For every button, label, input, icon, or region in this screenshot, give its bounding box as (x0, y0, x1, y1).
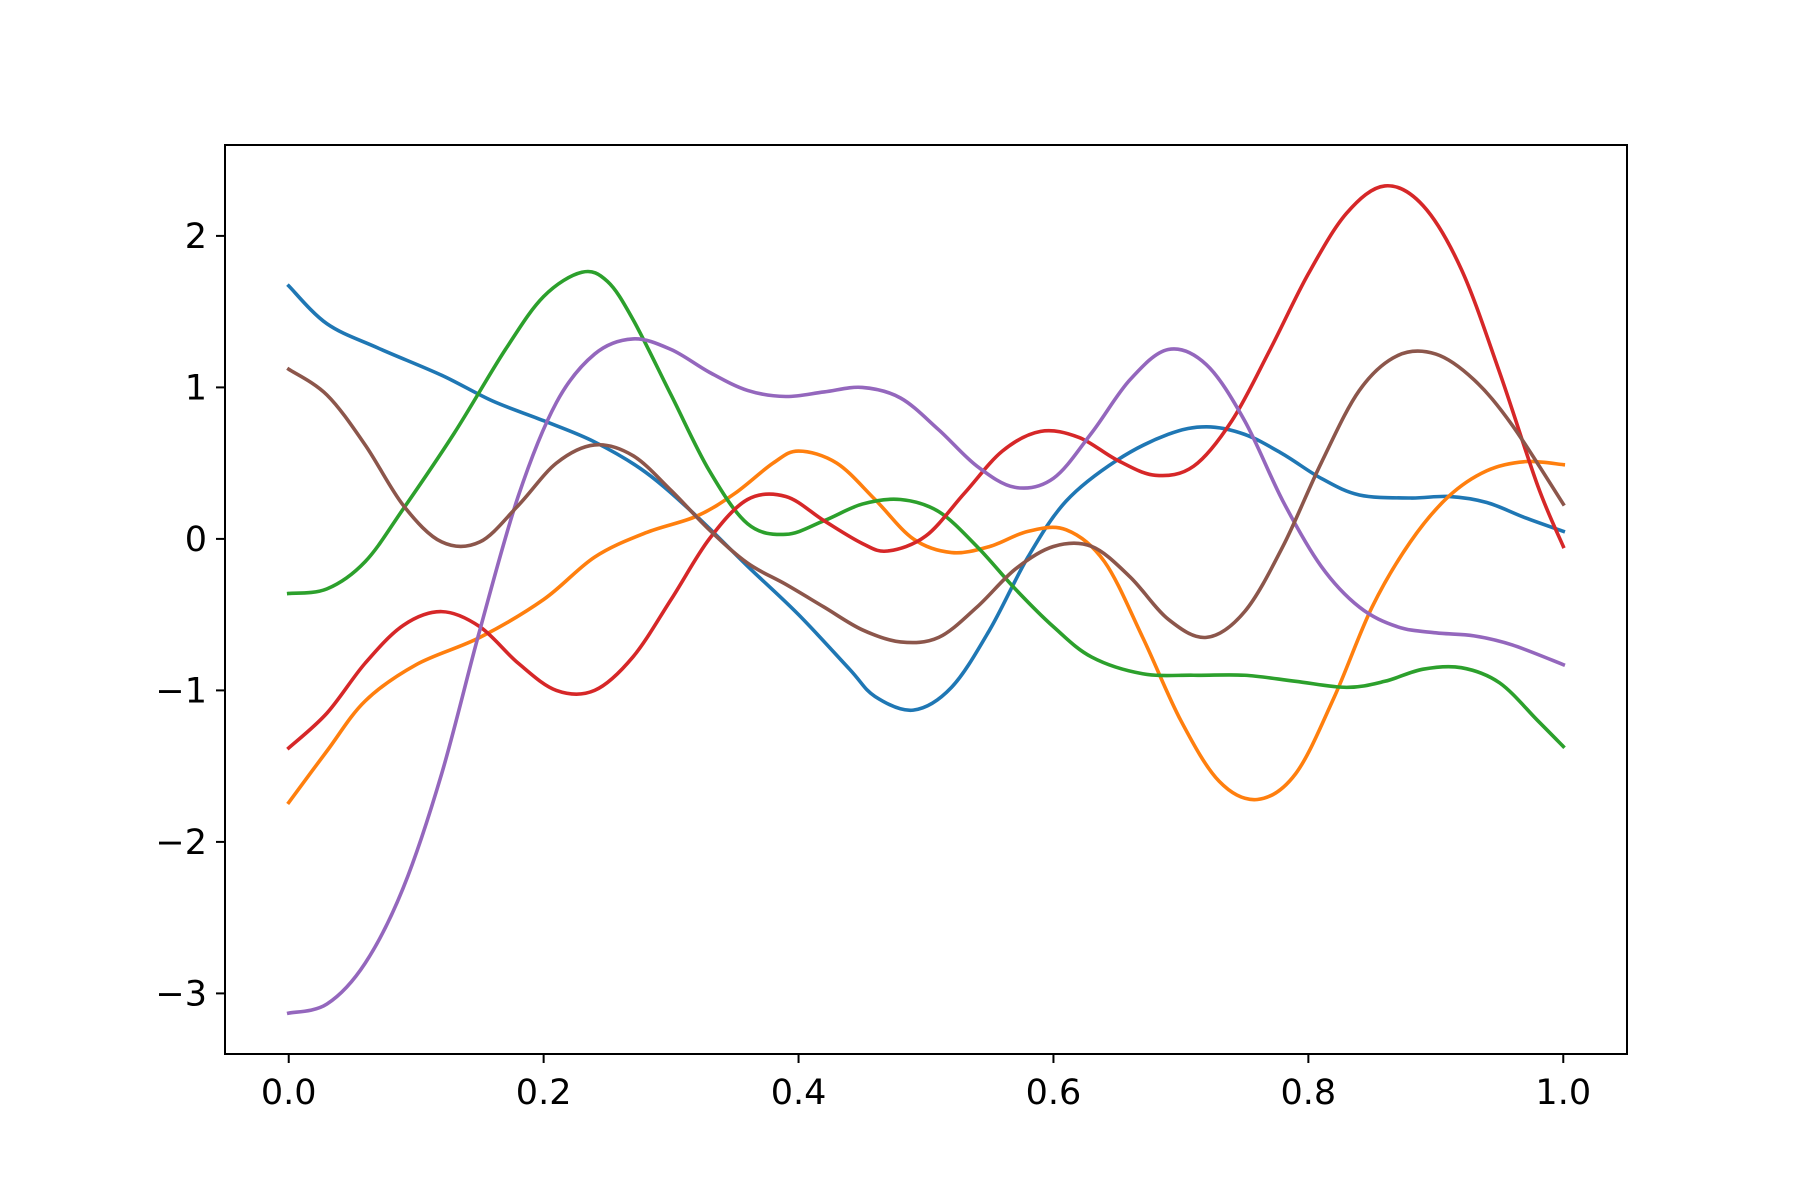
y-tick-label: −2 (155, 823, 207, 863)
series-line-3 (286, 269, 1566, 750)
x-tick-label: 0.0 (261, 1073, 317, 1113)
y-axis: −3 −2 −1 0 1 2 (155, 217, 225, 1014)
series-line-4 (286, 184, 1566, 751)
plot-area-frame (224, 144, 1628, 1055)
y-tick-label: 1 (185, 368, 207, 408)
series-line-1 (286, 283, 1566, 713)
y-tick-label: 0 (185, 520, 207, 560)
y-tick-label: 2 (185, 217, 207, 257)
series-line-5 (286, 337, 1566, 1016)
y-tick-label: −3 (155, 974, 207, 1014)
x-tick-label: 0.6 (1026, 1073, 1082, 1113)
series-line-2 (286, 449, 1566, 806)
x-tick-label: 1.0 (1535, 1073, 1591, 1113)
x-tick-label: 0.2 (516, 1073, 572, 1113)
series-layer (286, 184, 1566, 1016)
x-tick-label: 0.8 (1281, 1073, 1337, 1113)
series-line-6 (286, 349, 1566, 645)
y-tick-label: −1 (155, 671, 207, 711)
x-tick-label: 0.4 (771, 1073, 827, 1113)
x-axis: 0.0 0.2 0.4 0.6 0.8 1.0 (261, 1054, 1591, 1113)
